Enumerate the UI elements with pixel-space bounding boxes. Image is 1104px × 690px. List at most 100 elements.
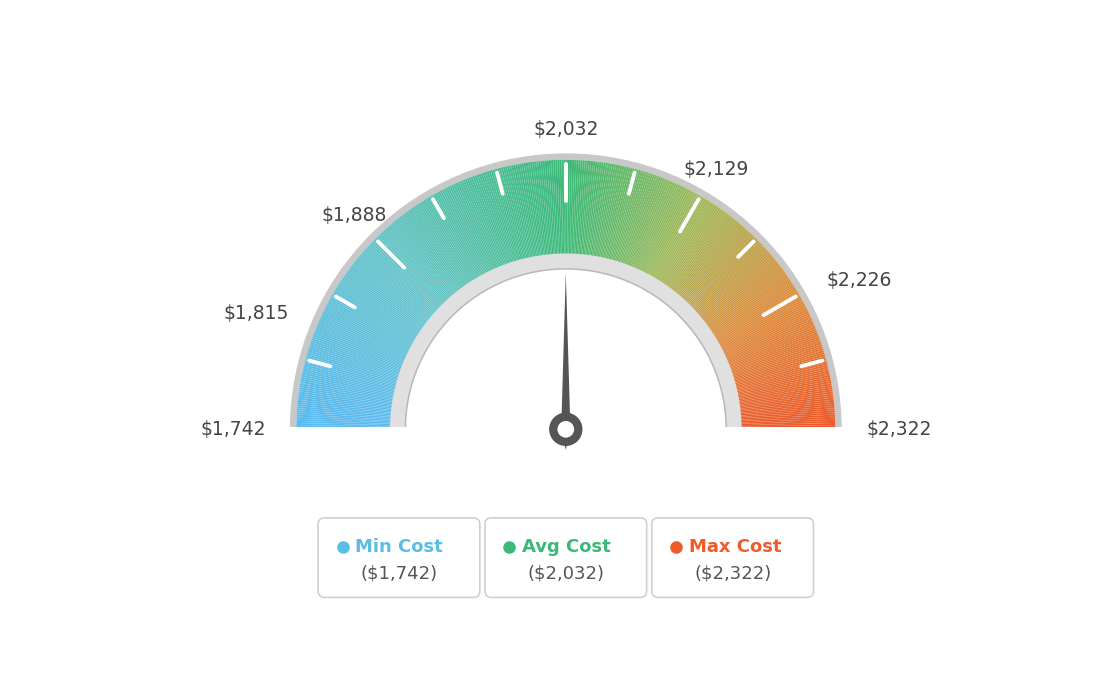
- Wedge shape: [322, 310, 410, 354]
- FancyBboxPatch shape: [318, 518, 480, 598]
- Wedge shape: [427, 197, 477, 279]
- Wedge shape: [731, 342, 821, 374]
- Wedge shape: [330, 297, 414, 345]
- Wedge shape: [645, 189, 690, 275]
- Wedge shape: [360, 255, 433, 317]
- Wedge shape: [656, 199, 707, 281]
- Wedge shape: [605, 167, 628, 259]
- Wedge shape: [537, 161, 548, 256]
- Polygon shape: [561, 273, 571, 450]
- Wedge shape: [311, 340, 401, 373]
- Wedge shape: [516, 164, 534, 258]
- Wedge shape: [423, 199, 475, 282]
- Wedge shape: [518, 164, 535, 257]
- Wedge shape: [726, 322, 814, 362]
- Wedge shape: [693, 245, 764, 310]
- Wedge shape: [544, 161, 553, 255]
- Wedge shape: [312, 336, 402, 370]
- Wedge shape: [575, 160, 583, 255]
- Wedge shape: [300, 379, 394, 398]
- Wedge shape: [304, 364, 396, 388]
- Wedge shape: [328, 302, 412, 348]
- Wedge shape: [509, 166, 530, 259]
- Wedge shape: [562, 160, 564, 255]
- Wedge shape: [573, 160, 578, 255]
- Wedge shape: [741, 423, 836, 426]
- Wedge shape: [452, 184, 492, 271]
- Wedge shape: [492, 169, 520, 262]
- Wedge shape: [571, 160, 576, 255]
- Wedge shape: [296, 425, 391, 428]
- Wedge shape: [739, 387, 832, 404]
- Wedge shape: [376, 236, 444, 305]
- Wedge shape: [299, 387, 393, 404]
- Wedge shape: [368, 245, 438, 310]
- Wedge shape: [740, 408, 835, 417]
- Wedge shape: [404, 213, 463, 290]
- Wedge shape: [739, 395, 834, 408]
- Wedge shape: [597, 164, 616, 258]
- Wedge shape: [337, 285, 418, 337]
- Wedge shape: [740, 406, 835, 415]
- Wedge shape: [689, 239, 757, 307]
- Wedge shape: [411, 208, 467, 286]
- Wedge shape: [598, 165, 618, 258]
- Wedge shape: [297, 413, 392, 420]
- Wedge shape: [696, 250, 768, 314]
- Wedge shape: [410, 209, 466, 287]
- Wedge shape: [553, 160, 559, 255]
- Wedge shape: [581, 161, 591, 255]
- Wedge shape: [331, 296, 414, 344]
- Wedge shape: [627, 177, 664, 266]
- Wedge shape: [669, 213, 728, 290]
- Wedge shape: [691, 241, 761, 309]
- Wedge shape: [379, 235, 445, 304]
- Wedge shape: [728, 330, 817, 366]
- Wedge shape: [644, 188, 688, 274]
- Wedge shape: [586, 161, 599, 256]
- Wedge shape: [671, 215, 731, 291]
- Wedge shape: [505, 166, 528, 259]
- Wedge shape: [726, 324, 815, 362]
- Wedge shape: [384, 228, 449, 300]
- Wedge shape: [582, 161, 593, 256]
- Wedge shape: [307, 354, 399, 382]
- Wedge shape: [716, 294, 800, 343]
- Wedge shape: [374, 239, 443, 307]
- Wedge shape: [433, 194, 480, 277]
- Wedge shape: [584, 161, 595, 256]
- Wedge shape: [297, 411, 392, 418]
- Wedge shape: [593, 163, 611, 257]
- Wedge shape: [297, 402, 392, 413]
- Wedge shape: [305, 362, 396, 387]
- Wedge shape: [677, 221, 740, 296]
- Wedge shape: [675, 219, 736, 294]
- Wedge shape: [296, 421, 391, 425]
- Wedge shape: [391, 223, 454, 297]
- Wedge shape: [580, 161, 590, 255]
- Wedge shape: [728, 326, 816, 364]
- Wedge shape: [602, 166, 623, 259]
- Wedge shape: [725, 320, 814, 360]
- Wedge shape: [608, 168, 633, 260]
- Wedge shape: [698, 253, 771, 316]
- Wedge shape: [358, 256, 432, 318]
- Wedge shape: [392, 221, 455, 296]
- Wedge shape: [567, 160, 570, 255]
- Wedge shape: [732, 346, 822, 377]
- Wedge shape: [395, 219, 457, 294]
- Wedge shape: [416, 204, 470, 284]
- Wedge shape: [354, 261, 429, 322]
- Wedge shape: [739, 389, 832, 405]
- Wedge shape: [721, 307, 807, 351]
- Wedge shape: [729, 332, 818, 368]
- Wedge shape: [707, 269, 784, 326]
- FancyBboxPatch shape: [651, 518, 814, 598]
- Wedge shape: [321, 315, 407, 356]
- Wedge shape: [555, 160, 561, 255]
- Wedge shape: [310, 342, 401, 374]
- Wedge shape: [457, 182, 497, 270]
- Wedge shape: [647, 191, 693, 276]
- Wedge shape: [315, 330, 404, 366]
- Wedge shape: [713, 285, 795, 337]
